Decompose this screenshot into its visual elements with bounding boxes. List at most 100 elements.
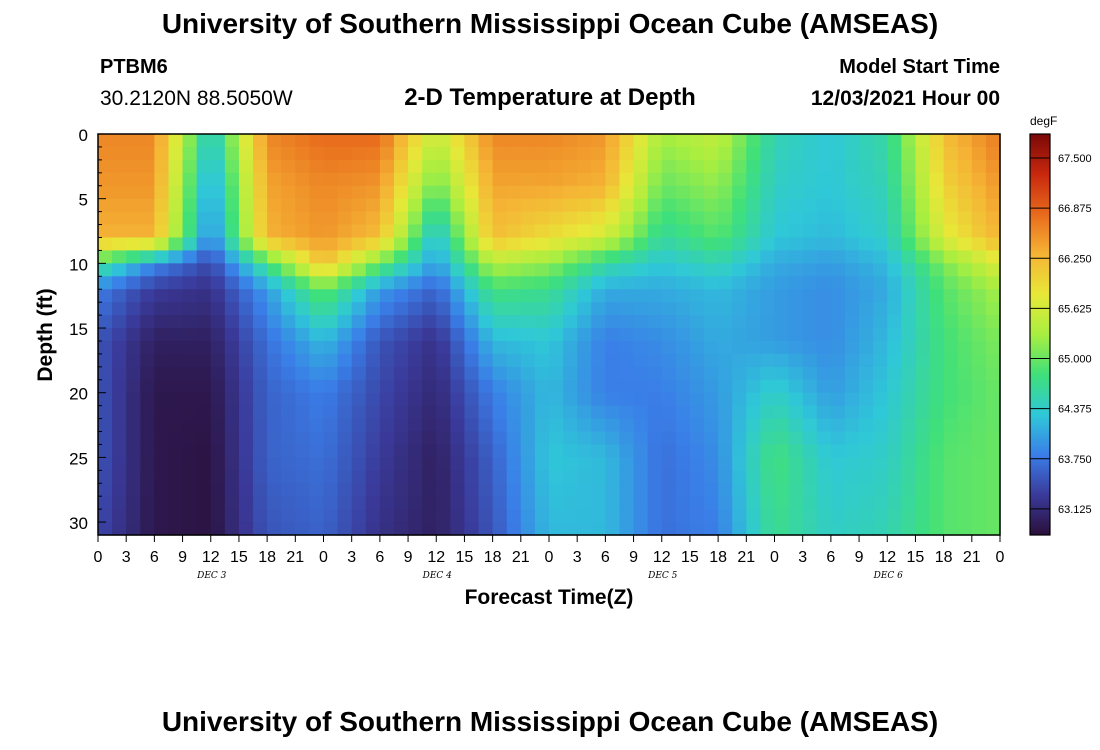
- heatmap-cell: [830, 483, 846, 497]
- heatmap-cell: [957, 457, 973, 471]
- heatmap-cell: [210, 418, 226, 433]
- heatmap-cell: [408, 237, 423, 252]
- heatmap-cell: [253, 522, 268, 536]
- heatmap-cell: [675, 198, 691, 213]
- heatmap-cell: [408, 289, 423, 303]
- heatmap-cell: [224, 146, 240, 161]
- heatmap-cell: [549, 496, 564, 510]
- heatmap-cell: [140, 470, 155, 484]
- heatmap-cell: [633, 211, 649, 226]
- heatmap-cell: [168, 392, 184, 407]
- heatmap-cell: [422, 470, 437, 484]
- heatmap-cell: [859, 353, 874, 368]
- heatmap-cell: [971, 185, 987, 200]
- heatmap-cell: [816, 289, 832, 303]
- heatmap-cell: [816, 418, 832, 433]
- heatmap-cell: [267, 224, 282, 239]
- colorbar-tick-label: 65.625: [1058, 303, 1092, 315]
- heatmap-cell: [732, 457, 747, 471]
- heatmap-cell: [450, 302, 466, 316]
- heatmap-cell: [210, 353, 226, 368]
- heatmap-cell: [746, 211, 761, 226]
- heatmap-cell: [746, 496, 761, 510]
- heatmap-cell: [971, 392, 987, 407]
- heatmap-cell: [746, 522, 761, 536]
- heatmap-cell: [816, 379, 832, 394]
- heatmap-cell: [985, 522, 1001, 536]
- heatmap-cell: [563, 224, 578, 239]
- heatmap-cell: [520, 431, 536, 446]
- heatmap-cell: [929, 366, 945, 381]
- heatmap-cell: [323, 353, 339, 368]
- heatmap-cell: [351, 289, 367, 303]
- heatmap-cell: [196, 353, 212, 368]
- heatmap-cell: [196, 224, 212, 239]
- heatmap-cell: [661, 431, 677, 446]
- heatmap-cell: [943, 509, 959, 523]
- heatmap-cell: [492, 353, 508, 368]
- heatmap-cell: [309, 509, 325, 523]
- heatmap-cell: [957, 289, 973, 303]
- heatmap-cell: [309, 483, 325, 497]
- heatmap-cell: [746, 289, 761, 303]
- heatmap-cell: [605, 302, 621, 316]
- heatmap-cell: [253, 263, 268, 277]
- heatmap-cell: [718, 444, 733, 458]
- heatmap-cell: [337, 289, 353, 303]
- heatmap-cell: [140, 159, 155, 174]
- heatmap-cell: [915, 366, 931, 381]
- heatmap-cell: [408, 134, 423, 148]
- heatmap-cell: [915, 418, 931, 433]
- heatmap-cell: [492, 405, 508, 420]
- heatmap-cell: [929, 457, 945, 471]
- heatmap-cell: [351, 457, 367, 471]
- heatmap-cell: [661, 146, 677, 161]
- heatmap-cell: [704, 405, 719, 420]
- heatmap-cell: [577, 172, 592, 187]
- heatmap-cell: [563, 444, 578, 458]
- heatmap-cell: [591, 470, 606, 484]
- heatmap-cell: [450, 444, 466, 458]
- heatmap-cell: [267, 509, 282, 523]
- heatmap-cell: [492, 418, 508, 433]
- heatmap-cell: [605, 315, 621, 329]
- heatmap-cell: [365, 509, 381, 523]
- heatmap-cell: [253, 185, 268, 200]
- x-tick-label: 3: [573, 549, 582, 566]
- heatmap-cell: [196, 444, 212, 458]
- heatmap-cell: [154, 392, 170, 407]
- heatmap-cell: [901, 172, 917, 187]
- heatmap-cell: [351, 315, 367, 329]
- heatmap-cell: [154, 483, 170, 497]
- heatmap-cell: [182, 250, 198, 264]
- day-label: DEC 5: [647, 571, 678, 581]
- heatmap-cell: [506, 431, 522, 446]
- heatmap-cell: [309, 418, 325, 433]
- heatmap-cell: [859, 522, 874, 536]
- heatmap-cell: [774, 353, 790, 368]
- heatmap-cell: [492, 328, 508, 342]
- heatmap-cell: [577, 340, 592, 355]
- heatmap-cell: [887, 315, 902, 329]
- heatmap-cell: [450, 250, 466, 264]
- heatmap-cell: [619, 146, 635, 161]
- heatmap-cell: [492, 198, 508, 213]
- heatmap-cell: [873, 353, 888, 368]
- heatmap-cell: [549, 159, 564, 174]
- heatmap-cell: [689, 522, 705, 536]
- heatmap-cell: [985, 198, 1001, 213]
- heatmap-cell: [238, 405, 254, 420]
- heatmap-cell: [816, 522, 832, 536]
- heatmap-cell: [873, 444, 888, 458]
- heatmap-cell: [915, 392, 931, 407]
- heatmap-cell: [619, 302, 635, 316]
- heatmap-cell: [238, 237, 254, 252]
- heatmap-cell: [675, 444, 691, 458]
- heatmap-cell: [422, 289, 437, 303]
- heatmap-cell: [675, 418, 691, 433]
- heatmap-cell: [844, 392, 860, 407]
- heatmap-cell: [929, 353, 945, 368]
- heatmap-cell: [816, 496, 832, 510]
- heatmap-cell: [422, 328, 437, 342]
- heatmap-cell: [98, 509, 113, 523]
